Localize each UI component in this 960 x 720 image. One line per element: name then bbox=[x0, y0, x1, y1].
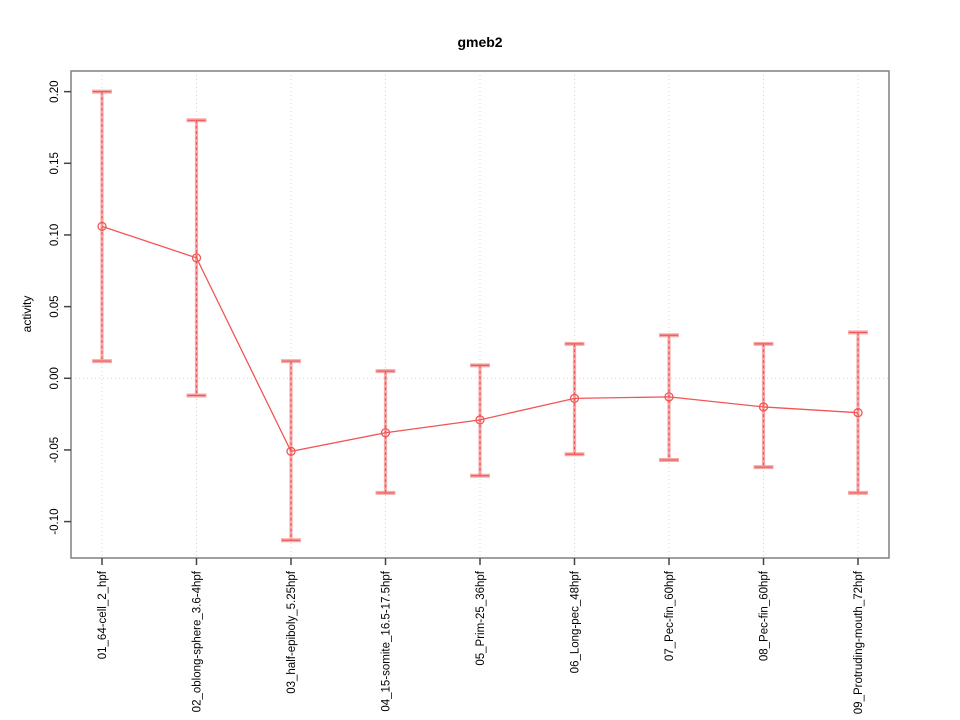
x-tick-label: 01_64-cell_2_hpf bbox=[97, 570, 109, 659]
y-tick-label: -0.10 bbox=[49, 508, 61, 534]
data-line bbox=[101, 225, 859, 453]
x-tick-label: 06_Long-pec_48hpf bbox=[569, 570, 581, 673]
x-tick-label: 08_Pec-fin_60hpf bbox=[758, 570, 770, 661]
data-point bbox=[853, 408, 863, 418]
data-point bbox=[286, 446, 296, 457]
y-tick-label: 0.15 bbox=[49, 152, 61, 174]
data-point bbox=[380, 428, 391, 438]
x-tick-label: 09_Protruding-mouth_72hpf bbox=[853, 570, 865, 714]
y-tick-label: 0.00 bbox=[49, 367, 61, 389]
y-tick-label: 0.05 bbox=[49, 295, 61, 317]
x-tick-label: 03_half-epiboly_5.25hpf bbox=[286, 570, 298, 694]
data-point bbox=[475, 415, 485, 425]
y-tick-label: 0.10 bbox=[49, 224, 61, 246]
chart-title: gmeb2 bbox=[457, 34, 503, 50]
y-tick-label: -0.05 bbox=[49, 437, 61, 463]
x-tick-label: 02_oblong-sphere_3.6-4hpf bbox=[191, 570, 203, 712]
plot-box bbox=[70, 70, 890, 559]
x-tick-label: 04_15-somite_16.5-17.5hpf bbox=[380, 570, 392, 711]
data-point bbox=[97, 221, 107, 232]
data-point bbox=[191, 253, 202, 263]
x-tick-label: 07_Pec-fin_60hpf bbox=[664, 570, 676, 661]
y-tick-label: 0.20 bbox=[49, 80, 61, 102]
data-point bbox=[758, 402, 769, 412]
x-tick-label: 05_Prim-25_36hpf bbox=[475, 570, 487, 665]
data-point bbox=[569, 393, 580, 403]
data-point bbox=[664, 392, 674, 402]
